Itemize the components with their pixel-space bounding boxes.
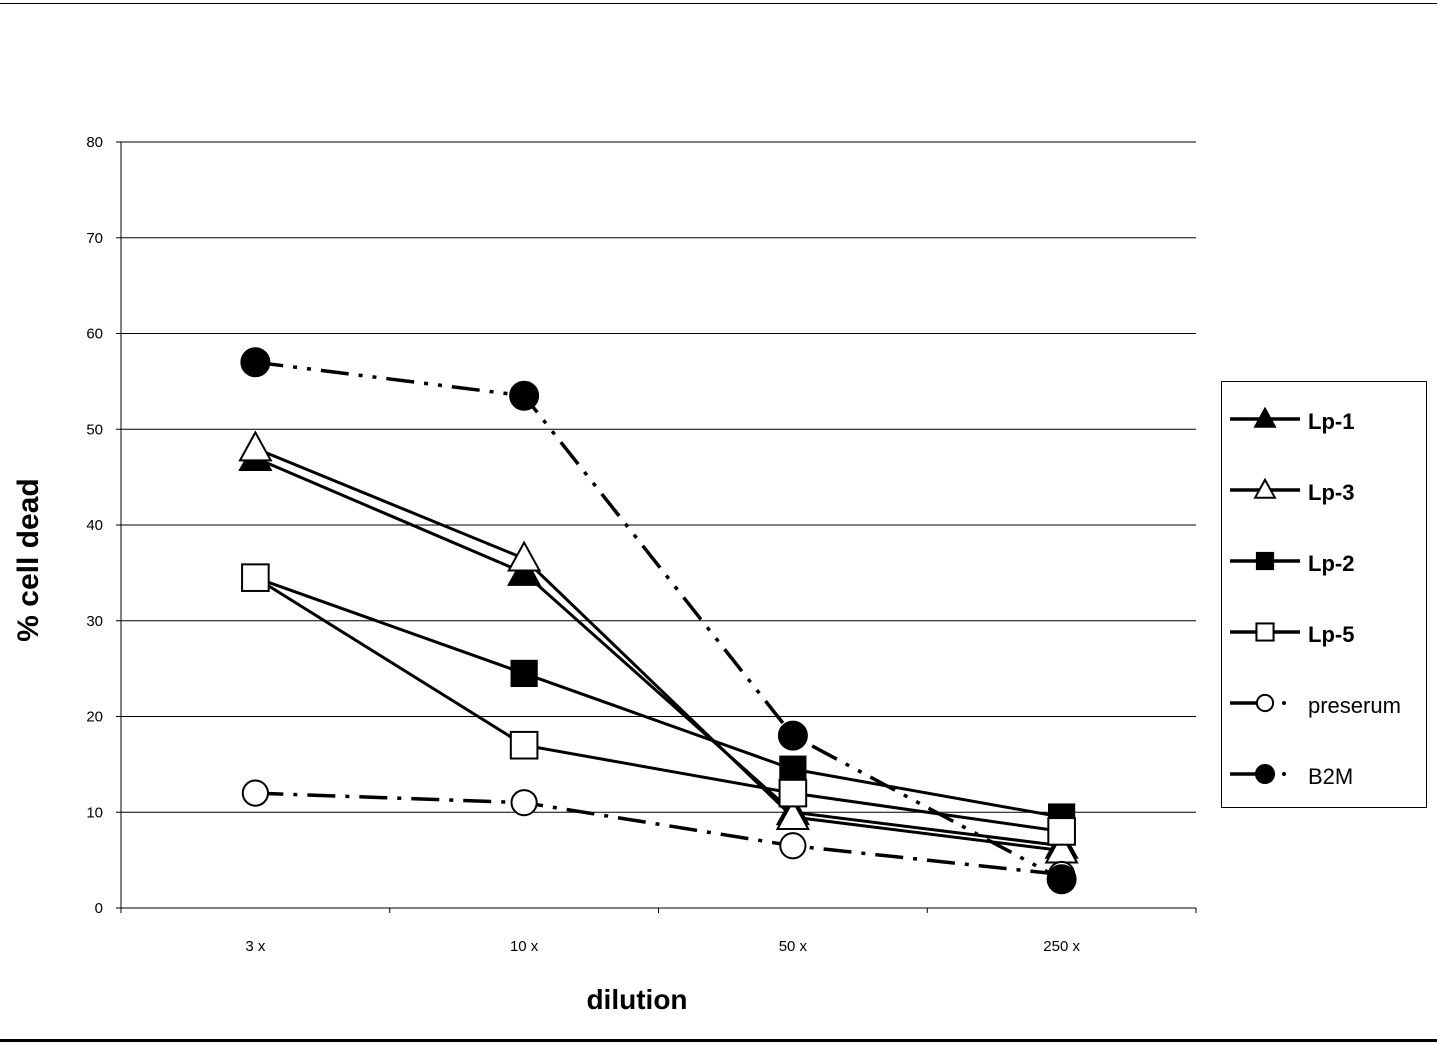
legend-swatch xyxy=(1230,693,1286,713)
data-point-lp-3 xyxy=(507,540,542,572)
series-line-lp-5 xyxy=(254,576,1062,833)
x-tick-label: 50 x xyxy=(779,938,808,955)
data-point-lp-5 xyxy=(1047,817,1076,846)
legend-marker xyxy=(1255,693,1275,713)
y-tick-label: 0 xyxy=(95,900,103,917)
legend-dot xyxy=(1282,701,1286,705)
legend-dot xyxy=(1282,772,1286,776)
legend-item-lp-5: Lp-5 xyxy=(1222,612,1426,652)
legend-item-lp-3: Lp-3 xyxy=(1222,470,1426,510)
data-point-b2m xyxy=(1046,864,1077,895)
data-point-lp-5 xyxy=(241,563,270,592)
series-lines xyxy=(254,360,1063,881)
x-tick-label: 250 x xyxy=(1043,938,1080,955)
gridlines xyxy=(121,141,1196,813)
data-point-lp-2 xyxy=(510,659,538,688)
chart-legend: Lp-1 Lp-3 Lp-2 Lp-5 preserum B2M xyxy=(1221,381,1427,808)
data-point-preserum xyxy=(241,779,269,807)
top-border-line xyxy=(0,3,1437,4)
legend-item-preserum: preserum xyxy=(1222,683,1426,723)
y-tick-label: 20 xyxy=(86,709,103,726)
legend-item-lp-2: Lp-2 xyxy=(1222,541,1426,581)
data-point-lp-5 xyxy=(778,778,808,808)
data-point-b2m xyxy=(777,720,808,751)
x-tick-label: 10 x xyxy=(510,938,539,955)
legend-swatch xyxy=(1230,407,1300,428)
data-point-lp-5 xyxy=(509,730,539,760)
legend-item-lp-1: Lp-1 xyxy=(1222,399,1426,439)
data-point-b2m xyxy=(240,347,271,378)
legend-item-b2m: B2M xyxy=(1222,754,1426,794)
legend-marker xyxy=(1253,478,1277,499)
legend-marker xyxy=(1255,622,1275,642)
series-line-lp-1 xyxy=(254,456,1062,848)
bottom-border-line xyxy=(0,1039,1437,1042)
series-line-b2m xyxy=(255,360,1063,881)
legend-label: Lp-2 xyxy=(1308,551,1355,576)
y-tick-label: 30 xyxy=(86,613,103,630)
data-point-preserum xyxy=(779,832,807,860)
series-line-lp-3 xyxy=(254,447,1062,853)
legend-marker xyxy=(1253,407,1277,428)
data-point-b2m xyxy=(509,380,540,411)
legend-label: B2M xyxy=(1308,764,1354,789)
x-tick-label: 3 x xyxy=(245,938,266,955)
y-axis-title: % cell dead xyxy=(12,478,45,641)
legend-marker xyxy=(1255,764,1275,784)
series-line-preserum xyxy=(255,791,1062,877)
y-tick-label: 80 xyxy=(86,134,103,151)
y-tick-label: 40 xyxy=(86,517,103,534)
series-markers xyxy=(238,347,1079,895)
y-tick-label: 70 xyxy=(86,230,103,247)
legend-label: Lp-5 xyxy=(1308,622,1355,647)
legend-label: Lp-1 xyxy=(1308,409,1355,434)
legend-label: Lp-3 xyxy=(1308,480,1355,505)
data-point-preserum xyxy=(510,789,538,817)
data-point-lp-2 xyxy=(779,755,807,783)
y-tick-label: 60 xyxy=(86,326,103,343)
legend-swatch xyxy=(1230,551,1300,571)
axes xyxy=(116,141,1197,913)
x-tick-labels: 3 x 10 x 50 x 250 x xyxy=(245,938,1080,955)
x-axis-title: dilution xyxy=(586,984,687,1015)
legend-swatch xyxy=(1230,764,1286,784)
data-point-lp-3 xyxy=(775,799,810,831)
legend-label: preserum xyxy=(1308,693,1401,718)
series-line-lp-2 xyxy=(254,576,1062,819)
y-tick-label: 50 xyxy=(86,421,103,438)
legend-swatch xyxy=(1230,622,1300,642)
y-tick-label: 10 xyxy=(86,804,103,821)
legend-swatch xyxy=(1230,478,1300,499)
y-tick-labels: 0 10 20 30 40 50 60 70 80 xyxy=(86,134,103,917)
legend-marker xyxy=(1255,551,1275,571)
data-point-lp-3 xyxy=(238,430,273,462)
